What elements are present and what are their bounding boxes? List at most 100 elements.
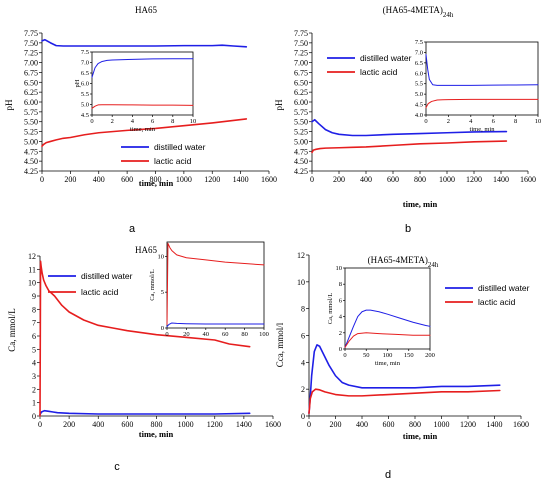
main-y-tick-label: 6.25 <box>24 88 38 97</box>
inset-chart: 0 2 4 6 8 10 4.0 4.5 5.0 5.5 6.0 6.5 7.0 7.5 time, min <box>415 39 541 133</box>
inset-series-lactic-acid-line <box>425 98 539 109</box>
inset-y-tick-label: 5.0 <box>415 91 423 98</box>
main-x-tick-label: 1000 <box>434 420 450 429</box>
panel-label: a <box>129 223 136 235</box>
inset-x-tick-label: 200 <box>425 352 435 359</box>
main-x-tick-label: 1400 <box>493 175 509 184</box>
y-axis-label: pH <box>274 99 284 111</box>
inset-series-lactic-acid-line <box>166 242 265 325</box>
main-y-tick-label: 10 <box>28 279 36 288</box>
legend-label-distilled-water: distilled water <box>154 142 206 152</box>
panel-a: 0 200 400 600 800 1000 1200 1400 16004.254.504.7… <box>4 5 277 235</box>
main-y-tick-label: 4.50 <box>294 157 308 166</box>
x-axis-label: time, min <box>403 199 438 209</box>
main-x-tick-label: 1200 <box>460 420 476 429</box>
inset-series-distilled-water-line <box>91 58 194 78</box>
main-x-tick-label: 1000 <box>439 175 455 184</box>
y-axis-label: Cca, mmol/l <box>275 322 285 367</box>
inset-y-tick-label: 7.0 <box>415 49 423 56</box>
main-y-tick-label: 6.00 <box>24 98 38 107</box>
legend-label-distilled-water: distilled water <box>478 283 530 293</box>
main-x-tick-label: 1200 <box>204 175 220 184</box>
main-x-tick-label: 800 <box>150 175 162 184</box>
panel-label: d <box>385 469 391 481</box>
panel-c: 0 200 400 600 800 1000 1200 1400 160001234567891… <box>7 241 281 473</box>
legend-label-lactic-acid: lactic acid <box>154 156 192 166</box>
inset-x-tick-label: 100 <box>383 352 393 359</box>
inset-y-tick-label: 5.5 <box>415 81 423 88</box>
main-y-tick-label: 5.75 <box>294 108 308 117</box>
main-y-tick-label: 4.75 <box>294 147 308 156</box>
inset-y-tick-label: 0 <box>339 346 342 353</box>
main-y-tick-label: 5.50 <box>294 118 308 127</box>
main-x-tick-label: 0 <box>310 175 314 184</box>
main-series-distilled-water-line <box>39 409 251 416</box>
main-x-tick-label: 600 <box>121 420 133 429</box>
inset-x-tick-label: 4 <box>469 118 473 125</box>
chart-title: (HA65-4META)24h <box>383 5 454 19</box>
main-y-tick-label: 7.50 <box>294 39 308 48</box>
main-y-tick-label: 9 <box>32 292 36 301</box>
panel-label: b <box>405 223 411 235</box>
inset-y-tick-label: 4.5 <box>415 102 423 109</box>
main-y-tick-label: 1 <box>32 399 36 408</box>
main-x-tick-label: 200 <box>63 420 75 429</box>
main-x-tick-label: 600 <box>383 420 395 429</box>
chart-title: HA65 <box>135 5 157 15</box>
inset-x-tick-label: 2 <box>111 118 114 125</box>
legend-label-lactic-acid: lactic acid <box>478 297 516 307</box>
main-y-tick-label: 5.25 <box>24 128 38 137</box>
inset-frame <box>166 241 265 329</box>
inset-y-tick-label: 5 <box>161 289 164 296</box>
main-y-tick-label: 6.75 <box>24 68 38 77</box>
main-y-tick-label: 5.00 <box>24 137 38 146</box>
main-series-lactic-acid-line <box>311 140 508 154</box>
inset-y-axis-label: Ca, mmol/L <box>149 269 156 300</box>
inset-y-tick-label: 2 <box>339 330 342 337</box>
inset-y-tick-label: 4 <box>339 314 343 321</box>
main-y-tick-label: 0 <box>301 412 305 421</box>
inset-x-axis-label: time, min <box>375 360 401 367</box>
main-y-tick-label: 10 <box>297 278 305 287</box>
main-x-tick-label: 1600 <box>520 175 536 184</box>
inset-x-tick-label: 10 <box>190 118 197 125</box>
main-y-tick-label: 7 <box>32 319 36 328</box>
main-y-tick-label: 4.75 <box>24 147 38 156</box>
x-axis-label: time, min <box>139 429 174 439</box>
main-x-tick-label: 800 <box>409 420 421 429</box>
inset-y-tick-label: 7.5 <box>81 49 89 56</box>
main-x-tick-label: 600 <box>387 175 399 184</box>
main-x-tick-label: 200 <box>333 175 345 184</box>
inset-x-tick-label: 4 <box>131 118 135 125</box>
chart-title-subscript: 24h <box>443 11 454 19</box>
inset-x-tick-label: 8 <box>514 118 517 125</box>
legend-label-distilled-water: distilled water <box>360 53 412 63</box>
legend-label-lactic-acid: lactic acid <box>360 67 398 77</box>
main-y-tick-label: 2 <box>301 385 305 394</box>
main-x-tick-label: 1600 <box>261 175 277 184</box>
main-x-tick-label: 400 <box>93 175 105 184</box>
inset-y-tick-label: 7.5 <box>415 39 423 46</box>
main-x-tick-label: 1600 <box>513 420 529 429</box>
inset-x-tick-label: 0 <box>424 118 427 125</box>
main-y-tick-label: 12 <box>28 252 36 261</box>
inset-y-tick-label: 6 <box>339 297 343 304</box>
y-axis-label: Ca, mmol/L <box>7 308 17 352</box>
inset-x-tick-label: 8 <box>171 118 174 125</box>
inset-x-tick-label: 50 <box>363 352 370 359</box>
main-series-lactic-acid-line <box>308 388 501 415</box>
main-y-tick-label: 6.75 <box>294 68 308 77</box>
inset-y-tick-label: 6.0 <box>81 81 89 88</box>
inset-y-tick-label: 6.5 <box>81 70 89 77</box>
inset-series-distilled-water-line <box>344 309 431 348</box>
inset-y-tick-label: 0 <box>161 325 164 332</box>
inset-x-tick-label: 6 <box>492 118 496 125</box>
main-y-tick-label: 7.25 <box>24 49 38 58</box>
inset-y-tick-label: 4.5 <box>81 112 89 119</box>
main-x-tick-label: 1200 <box>466 175 482 184</box>
inset-y-tick-label: 6.0 <box>415 70 423 77</box>
inset-y-axis-label: Ca, mmol/L <box>327 293 334 324</box>
inset-x-tick-label: 60 <box>222 331 229 338</box>
main-y-tick-label: 6.25 <box>294 88 308 97</box>
